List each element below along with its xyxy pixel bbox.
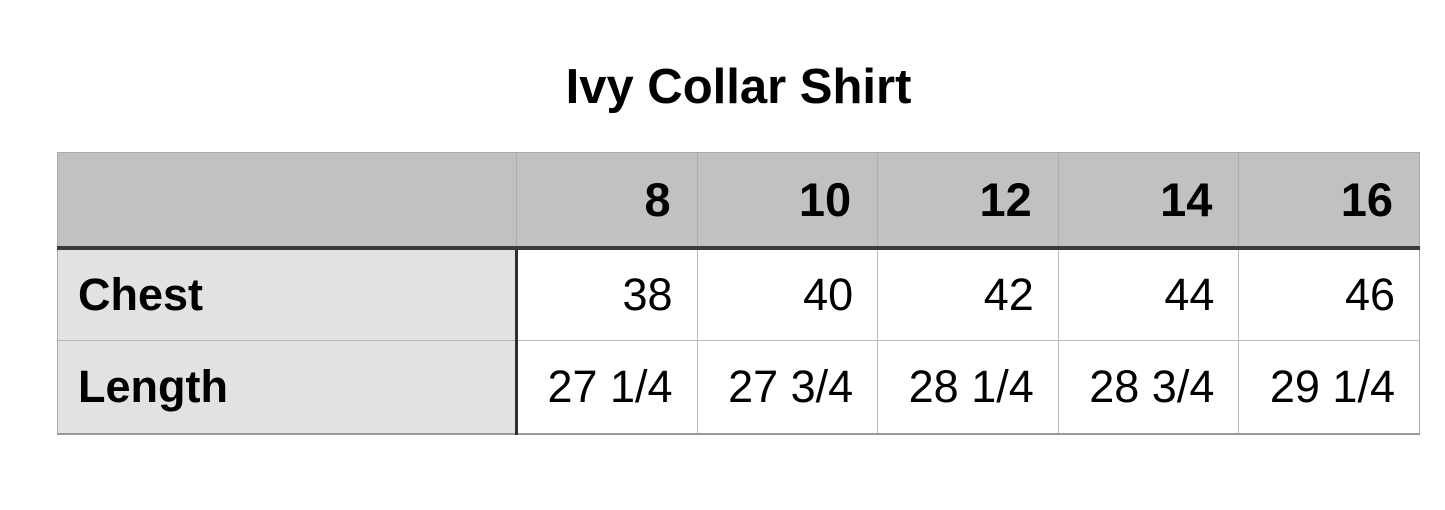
table-row-length: Length 27 1/4 27 3/4 28 1/4 28 3/4 29 1/… [57,340,1420,434]
chest-value-size-12: 42 [877,247,1059,341]
size-chart-container: 8 10 12 14 16 Chest 38 40 42 44 46 Lengt [57,152,1420,435]
header-size-16: 16 [1238,152,1420,250]
header-size-10: 10 [696,152,878,250]
header-corner-cell [57,152,517,250]
chest-value-size-16: 46 [1238,247,1420,341]
length-value-size-16: 29 1/4 [1238,340,1420,434]
header-size-14: 14 [1057,152,1239,250]
length-value-size-14: 28 3/4 [1057,340,1239,434]
row-label-length: Length [57,340,518,434]
row-label-chest: Chest [57,247,518,341]
length-value-size-12: 28 1/4 [877,340,1059,434]
header-size-12: 12 [877,152,1059,250]
size-chart-table: 8 10 12 14 16 Chest 38 40 42 44 46 Lengt [57,152,1420,435]
length-value-size-10: 27 3/4 [696,340,878,434]
table-header-row: 8 10 12 14 16 [57,152,1420,250]
header-size-8: 8 [516,152,698,250]
page-title: Ivy Collar Shirt [565,60,912,114]
chest-value-size-8: 38 [516,247,698,341]
length-value-size-8: 27 1/4 [516,340,698,434]
chest-value-size-14: 44 [1057,247,1239,341]
table-row-chest: Chest 38 40 42 44 46 [57,247,1420,341]
chest-value-size-10: 40 [696,247,878,341]
